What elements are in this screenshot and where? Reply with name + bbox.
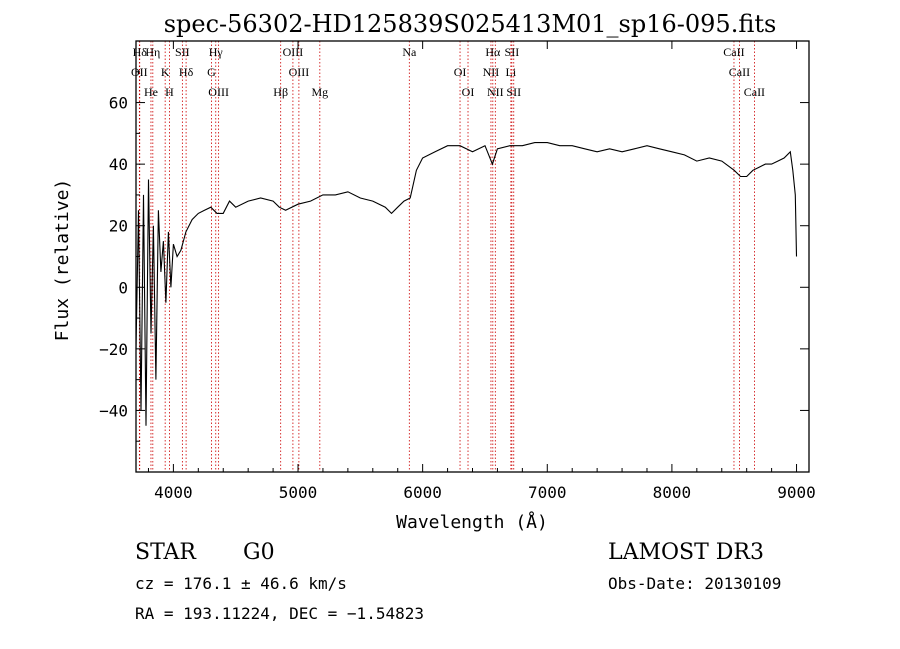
x-axis-label: Wavelength (Å) bbox=[396, 511, 548, 533]
x-tick-label: 5000 bbox=[279, 483, 318, 502]
y-tick-label: 20 bbox=[109, 217, 128, 236]
redshift-text: cz = 176.1 ± 46.6 km/s bbox=[135, 574, 347, 593]
survey-name: LAMOST DR3 bbox=[608, 540, 764, 565]
marker-label: Li bbox=[506, 65, 517, 79]
object-subclass: G0 bbox=[243, 540, 275, 565]
x-tick-label: 8000 bbox=[653, 483, 692, 502]
line-markers bbox=[138, 41, 755, 472]
coordinates: RA = 193.11224, DEC = −1.54823 bbox=[135, 604, 424, 623]
marker-label: Na bbox=[402, 45, 417, 59]
marker-label: He bbox=[144, 85, 158, 99]
marker-label: Hγ bbox=[209, 45, 224, 59]
marker-label: NII bbox=[487, 85, 504, 99]
y-axis-ticks: −40 −20 0 20 40 60 bbox=[99, 71, 809, 442]
y-tick-label: 40 bbox=[109, 155, 128, 174]
x-tick-label: 7000 bbox=[528, 483, 567, 502]
y-tick-label: −20 bbox=[99, 340, 128, 359]
marker-label: Mg bbox=[311, 85, 328, 99]
obs-date: Obs-Date: 20130109 bbox=[608, 574, 781, 593]
spectrum-line bbox=[135, 142, 798, 426]
marker-label: NII bbox=[483, 65, 500, 79]
chart-title: spec-56302-HD125839S025413M01_sp16-095.f… bbox=[164, 10, 777, 38]
marker-label: Hδ bbox=[179, 65, 194, 79]
x-tick-label: 4000 bbox=[154, 483, 193, 502]
marker-label: CaII bbox=[744, 85, 765, 99]
marker-label: OIII bbox=[289, 65, 310, 79]
marker-label: Hη bbox=[145, 45, 160, 59]
x-axis-ticks: 4000 5000 6000 7000 8000 9000 bbox=[147, 41, 816, 502]
marker-label: OI bbox=[462, 85, 475, 99]
marker-label: K bbox=[161, 65, 170, 79]
line-marker-labels: HδOIIHeHηKHSIIHδOIIIHγGHβOIIIOIIIMgNaOIO… bbox=[131, 45, 765, 99]
marker-label: H bbox=[165, 85, 174, 99]
marker-label: OI bbox=[454, 65, 467, 79]
marker-label: CaII bbox=[723, 45, 744, 59]
marker-label: G bbox=[207, 65, 216, 79]
plot-frame bbox=[135, 40, 810, 473]
y-axis-label: Flux (relative) bbox=[52, 179, 73, 342]
y-tick-label: 0 bbox=[118, 278, 128, 297]
marker-label: SII bbox=[506, 85, 521, 99]
y-tick-label: 60 bbox=[109, 94, 128, 113]
object-class: STAR bbox=[135, 540, 197, 565]
marker-label: SII bbox=[505, 45, 520, 59]
marker-label: CaII bbox=[729, 65, 750, 79]
marker-label: Hα bbox=[485, 45, 501, 59]
x-tick-label: 6000 bbox=[403, 483, 442, 502]
marker-label: OIII bbox=[283, 45, 304, 59]
y-tick-label: −40 bbox=[99, 401, 128, 420]
x-tick-label: 9000 bbox=[777, 483, 816, 502]
marker-label: OIII bbox=[208, 85, 229, 99]
marker-label: Hβ bbox=[273, 85, 288, 99]
marker-label: SII bbox=[175, 45, 190, 59]
